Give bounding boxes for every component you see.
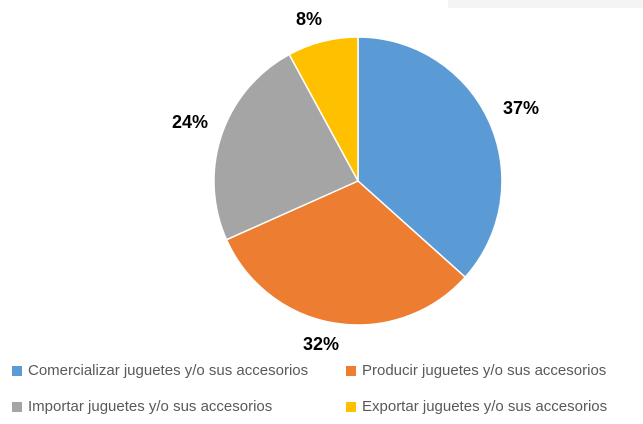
data-label-exportar: 8% (296, 9, 322, 29)
data-label-producir: 32% (303, 334, 339, 354)
data-label-comercializar: 37% (503, 98, 539, 118)
background-panel (448, 0, 643, 8)
pie-slice-comercializar (357, 36, 503, 279)
data-label-importar: 24% (172, 112, 208, 132)
pie-slice-exportar (288, 36, 359, 182)
pie-slice-producir (225, 180, 467, 326)
pie-slice-importar (213, 53, 360, 241)
